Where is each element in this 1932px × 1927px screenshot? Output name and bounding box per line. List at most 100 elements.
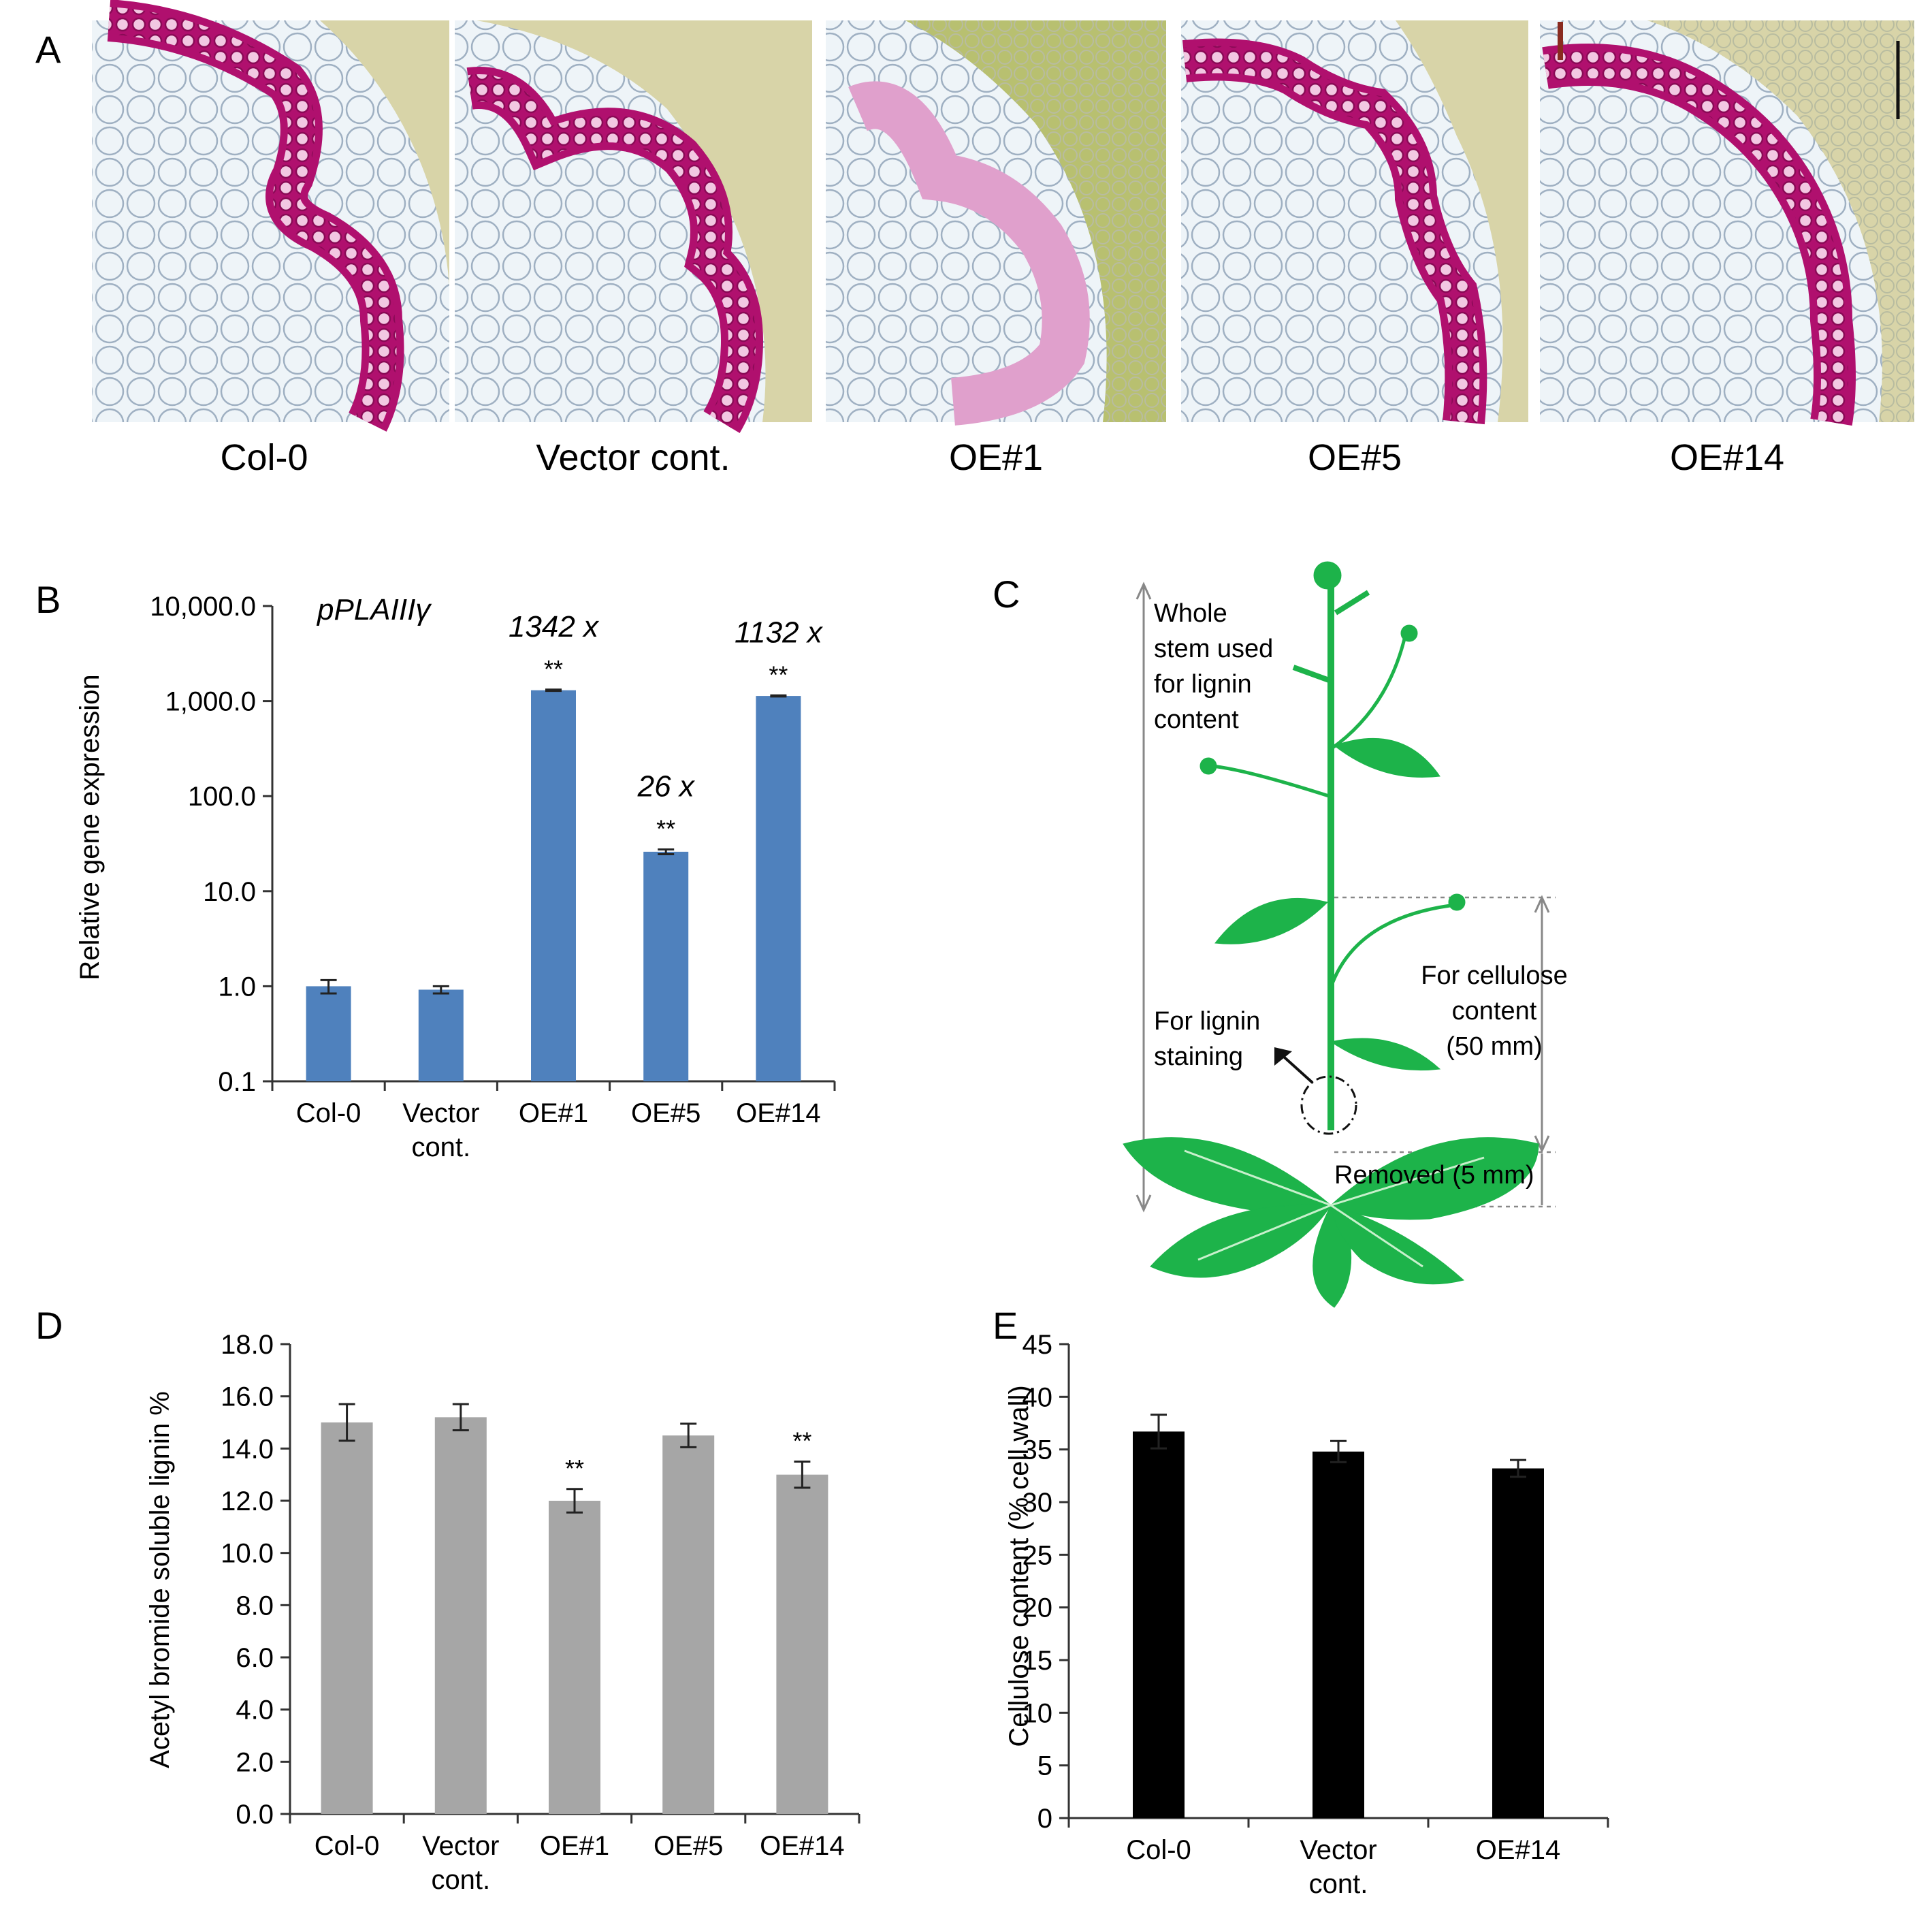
y-tick-label: 1,000.0 — [165, 687, 256, 717]
panel-a-labels: Col-0 Vector cont. OE#1 OE#5 OE#14 — [220, 437, 1784, 478]
y-tick-label: 35 — [1023, 1435, 1053, 1465]
y-tick-label: 10 — [1023, 1698, 1053, 1728]
xylem-cells — [1183, 46, 1480, 424]
y-tick-label: 30 — [1023, 1488, 1053, 1518]
rosette-veins — [1184, 1149, 1485, 1268]
stem-and-leaves — [1200, 561, 1466, 1130]
gene-label: pPLAIIIγ — [316, 593, 432, 626]
significance-mark: ** — [544, 655, 563, 683]
staining-label: staining — [1154, 1042, 1243, 1071]
panel-letter-d: D — [35, 1304, 63, 1347]
chart-e: 0 5 10 15 20 25 30 35 40 45 Col-0 Vector cont. OE#14 — [1023, 1330, 1609, 1899]
x-tick-label: OE#5 — [631, 1098, 701, 1128]
vein — [1197, 1204, 1332, 1261]
cortex — [320, 20, 449, 286]
bar — [321, 1422, 373, 1814]
bud — [1292, 665, 1332, 684]
whole-stem-label: stem used — [1154, 635, 1273, 663]
bar — [756, 696, 801, 1081]
removed-label: Removed (5 mm) — [1334, 1161, 1534, 1190]
x-tick-label: OE#1 — [540, 1831, 609, 1861]
bar — [776, 1474, 828, 1814]
micrograph-label: OE#14 — [1670, 437, 1784, 478]
vein — [1330, 1156, 1485, 1207]
flower-bud — [1400, 624, 1418, 642]
y-tick-label: 0.1 — [218, 1067, 256, 1097]
x-tick-label: OE#1 — [519, 1098, 588, 1128]
panel-letter-a: A — [35, 28, 61, 71]
bar — [531, 690, 576, 1081]
whole-stem-label: for lignin — [1154, 670, 1252, 699]
significance-mark: ** — [769, 660, 788, 688]
x-tick-label: Col-0 — [296, 1098, 361, 1128]
micrograph-oe14 — [1540, 20, 1914, 426]
y-tick-label: 8.0 — [236, 1591, 274, 1621]
x-tick-label: Vector — [402, 1098, 479, 1128]
y-tick-label: 14.0 — [221, 1434, 274, 1464]
y-tick-label: 2.0 — [236, 1747, 274, 1777]
y-tick-label: 1.0 — [218, 972, 256, 1002]
xylem-cells — [1543, 51, 1848, 425]
bar — [549, 1501, 600, 1814]
measurement-guides — [1136, 582, 1556, 1213]
micrograph-oe5 — [1181, 20, 1528, 425]
y-tick-label: 100.0 — [188, 782, 256, 812]
x-tick-label: OE#14 — [760, 1831, 845, 1861]
xylem-band — [848, 81, 1090, 426]
cellulose-label: content — [1452, 997, 1537, 1025]
plant-illustration — [1123, 561, 1539, 1308]
y-tick-label: 18.0 — [221, 1330, 274, 1360]
cortex-cells — [905, 20, 1166, 422]
fold-change-label: 1132 x — [735, 616, 824, 649]
micrograph-col-0 — [92, 0, 449, 432]
fold-change-label: 1342 x — [509, 610, 600, 643]
x-tick-label: OE#14 — [736, 1098, 821, 1128]
micrograph-label: OE#1 — [949, 437, 1043, 478]
significance-mark: ** — [565, 1454, 584, 1482]
bar — [1313, 1451, 1364, 1818]
y-tick-label: 40 — [1023, 1382, 1053, 1412]
bar — [418, 989, 464, 1081]
arrowhead — [1136, 1194, 1152, 1213]
micrograph-label: OE#5 — [1308, 437, 1402, 478]
micrograph-label: Col-0 — [220, 437, 308, 478]
y-tick-label: 45 — [1023, 1330, 1053, 1360]
panel-letter-e: E — [993, 1304, 1018, 1347]
branch — [1211, 764, 1332, 799]
x-tick-label: OE#5 — [654, 1831, 723, 1861]
micrograph-vector-cont — [455, 20, 812, 433]
staining-arrowhead — [1274, 1047, 1292, 1066]
panel-letter-b: B — [35, 578, 61, 621]
bud — [1334, 590, 1370, 616]
x-tick-label: Vector — [422, 1831, 499, 1861]
arrowhead — [1534, 1135, 1550, 1153]
y-axis-title: Cellulose content (% cell wall) — [1004, 1385, 1034, 1747]
y-axis-title: Relative gene expression — [75, 674, 105, 980]
bar — [306, 986, 351, 1081]
branch — [1330, 633, 1408, 751]
xylem-cells — [468, 74, 756, 430]
flower-bud — [1200, 757, 1217, 775]
cellulose-label: (50 mm) — [1446, 1032, 1542, 1061]
y-axis-title: Acetyl bromide soluble lignin % — [145, 1391, 175, 1768]
y-tick-label: 4.0 — [236, 1695, 274, 1725]
micrograph-label: Vector cont. — [536, 437, 730, 478]
y-tick-label: 10.0 — [203, 877, 256, 907]
cellulose-label: For cellulose — [1421, 961, 1567, 990]
bar — [643, 851, 689, 1081]
panel-letter-c: C — [993, 573, 1020, 616]
chart-d: 0.0 2.0 4.0 6.0 8.0 10.0 12.0 14.0 16.0 18.0 Col-0… — [221, 1330, 860, 1895]
branch — [1329, 904, 1451, 988]
x-tick-label: cont. — [431, 1865, 490, 1895]
panel-a: A — [35, 0, 1914, 478]
cauline-leaf — [1333, 737, 1440, 778]
rosette-leaf — [1330, 1137, 1539, 1220]
staining-region-circle — [1300, 1075, 1357, 1135]
whole-stem-label: content — [1154, 705, 1239, 734]
cortex — [1396, 20, 1528, 422]
x-tick-label: Col-0 — [315, 1831, 380, 1861]
vein — [1330, 1204, 1423, 1268]
panel-b: B Relative gene expression pPLAIIIγ 0.1 1… — [35, 578, 836, 1162]
x-tick-label: Vector — [1300, 1835, 1376, 1865]
